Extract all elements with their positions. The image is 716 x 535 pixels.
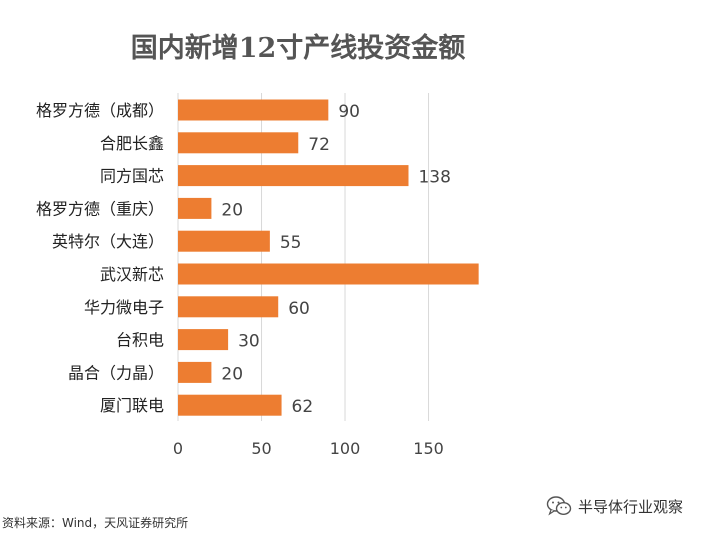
category-label: 台积电 [116, 331, 164, 350]
category-label: 英特尔（大连） [52, 232, 164, 251]
category-label: 厦门联电 [100, 396, 164, 415]
x-tick-label: 100 [330, 439, 361, 458]
wechat-icon [546, 496, 572, 516]
bar [178, 361, 212, 383]
data-label: 60 [288, 299, 310, 319]
x-tick-label: 0 [173, 439, 183, 458]
source-note: 资料来源：Wind，天风证券研究所 [2, 516, 189, 530]
category-label: 同方国芯 [100, 167, 164, 186]
bar [178, 394, 282, 416]
value-labels: 90 72 138 20 55 60 30 20 62 [221, 102, 451, 417]
x-axis-tick-labels: 0 50 100 150 [173, 439, 444, 458]
category-label: 格罗方德（成都） [36, 101, 164, 120]
bar [178, 263, 479, 285]
watermark-text: 半导体行业观察 [578, 497, 684, 516]
category-label: 合肥长鑫 [100, 134, 164, 153]
bar [178, 132, 299, 154]
bar [178, 165, 409, 187]
x-tick-label: 150 [413, 439, 444, 458]
data-label: 55 [280, 233, 302, 253]
category-label: 晶合（力晶） [68, 363, 164, 382]
chart-title: 国内新增12寸产线投资金额 [131, 32, 466, 64]
data-label: 62 [292, 397, 314, 417]
bar [178, 296, 279, 318]
bar [178, 99, 329, 121]
bar [178, 329, 229, 351]
watermark: 半导体行业观察 [546, 495, 683, 517]
bars [178, 99, 479, 416]
data-label: 72 [308, 135, 330, 155]
bar [178, 230, 270, 252]
category-label: 武汉新芯 [100, 265, 164, 284]
x-tick-label: 50 [251, 439, 271, 458]
data-label: 138 [418, 168, 450, 188]
data-label: 90 [338, 102, 360, 122]
category-label: 华力微电子 [84, 298, 164, 317]
data-label: 20 [221, 364, 243, 384]
data-label: 30 [238, 332, 260, 352]
data-label: 20 [221, 200, 243, 220]
category-label: 格罗方德（重庆） [36, 199, 164, 218]
bar [178, 197, 212, 219]
